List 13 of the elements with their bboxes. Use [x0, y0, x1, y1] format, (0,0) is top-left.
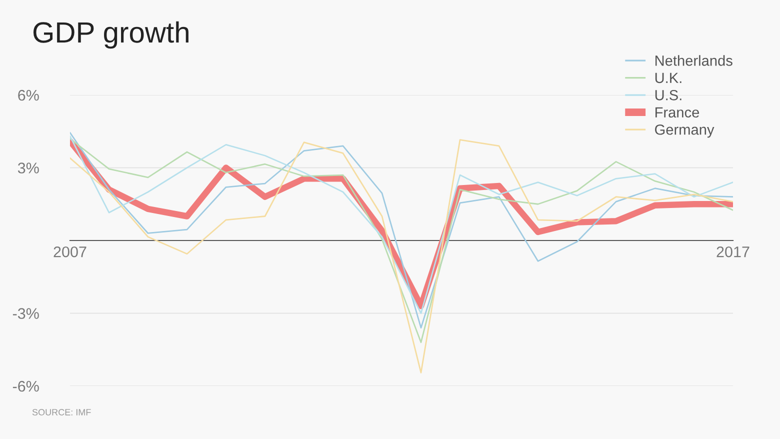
legend-label: Germany — [655, 124, 714, 138]
y-tick-label: -3% — [12, 308, 39, 319]
y-tick-label: 6% — [18, 90, 39, 101]
legend-label: Netherlands — [655, 55, 732, 66]
x-tick-label: 2017 — [716, 246, 750, 258]
source-note: SOURCE: IMF — [32, 409, 91, 416]
y-tick-label: 3% — [18, 162, 39, 174]
chart-title: GDP growth — [33, 21, 188, 49]
legend-label: France — [655, 107, 700, 118]
y-tick-label: -6% — [12, 380, 39, 392]
legend-label: U.K. — [655, 72, 682, 84]
x-tick-label: 2007 — [54, 246, 86, 258]
legend-label: U.S. — [655, 90, 682, 100]
